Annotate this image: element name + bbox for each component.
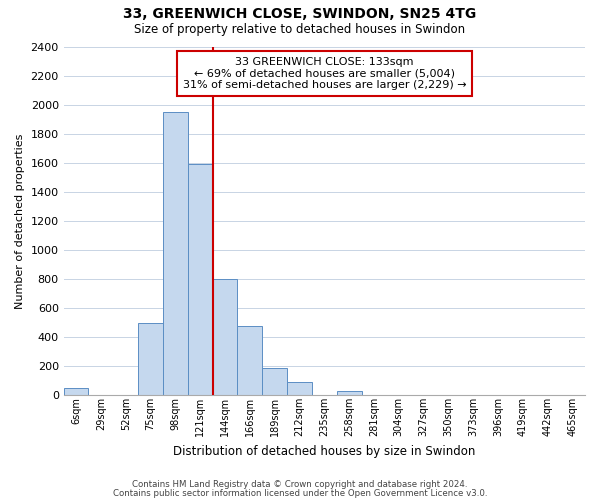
Bar <box>337 391 362 396</box>
Bar <box>287 382 312 396</box>
Text: Contains public sector information licensed under the Open Government Licence v3: Contains public sector information licen… <box>113 488 487 498</box>
Text: Contains HM Land Registry data © Crown copyright and database right 2024.: Contains HM Land Registry data © Crown c… <box>132 480 468 489</box>
Bar <box>64 388 88 396</box>
Bar <box>138 322 163 396</box>
Y-axis label: Number of detached properties: Number of detached properties <box>15 134 25 308</box>
X-axis label: Distribution of detached houses by size in Swindon: Distribution of detached houses by size … <box>173 444 476 458</box>
Bar <box>188 164 212 396</box>
Text: 33 GREENWICH CLOSE: 133sqm
← 69% of detached houses are smaller (5,004)
31% of s: 33 GREENWICH CLOSE: 133sqm ← 69% of deta… <box>182 57 466 90</box>
Text: 33, GREENWICH CLOSE, SWINDON, SN25 4TG: 33, GREENWICH CLOSE, SWINDON, SN25 4TG <box>124 8 476 22</box>
Bar <box>238 326 262 396</box>
Text: Size of property relative to detached houses in Swindon: Size of property relative to detached ho… <box>134 22 466 36</box>
Bar <box>262 368 287 396</box>
Bar <box>212 279 238 396</box>
Bar <box>163 112 188 396</box>
